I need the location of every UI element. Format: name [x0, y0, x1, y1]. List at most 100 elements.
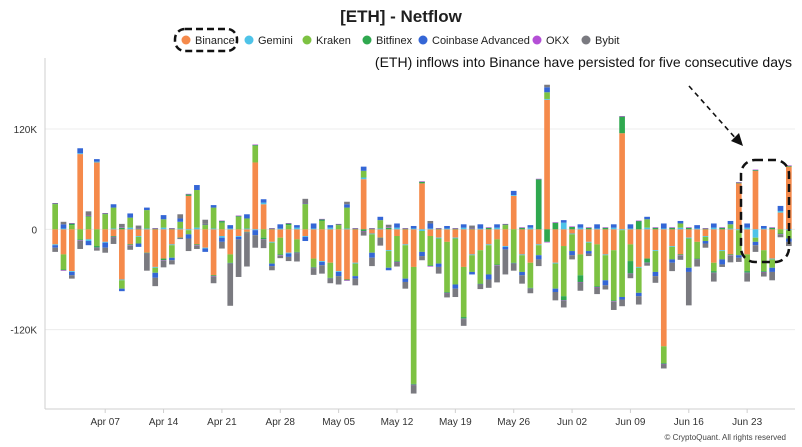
- bar-bybit: [544, 84, 550, 88]
- bar-coinbase-advanced: [402, 278, 409, 282]
- legend-marker-kraken[interactable]: [302, 35, 312, 45]
- bar-coinbase-advanced: [644, 216, 650, 220]
- bar-kraken: [385, 251, 392, 268]
- legend-label-gemini[interactable]: Gemini: [258, 35, 293, 47]
- legend-label-kraken[interactable]: Kraken: [316, 35, 351, 47]
- bar-bybit: [177, 214, 184, 219]
- bar-gemini: [377, 228, 384, 230]
- bar-okx: [477, 284, 484, 286]
- bar-bybit: [710, 273, 717, 282]
- bar-bitfinex: [735, 182, 742, 184]
- bar-okx: [177, 238, 184, 240]
- bar-coinbase-advanced: [285, 253, 292, 257]
- legend-label-okx[interactable]: OKX: [546, 35, 570, 47]
- bar-binance: [127, 229, 134, 245]
- bar-kraken: [169, 245, 175, 258]
- legend-marker-okx[interactable]: [532, 35, 542, 45]
- bar-kraken: [452, 238, 459, 285]
- bar-kraken: [102, 214, 109, 230]
- legend-label-bybit[interactable]: Bybit: [595, 35, 619, 47]
- y-tick-label: 120K: [14, 125, 38, 136]
- bar-kraken: [235, 216, 242, 230]
- bar-kraken: [344, 207, 350, 229]
- bar-kraken: [352, 263, 359, 277]
- bar-binance: [694, 229, 700, 242]
- legend-marker-gemini[interactable]: [244, 35, 254, 45]
- legend-marker-binance[interactable]: [181, 35, 191, 45]
- bar-kraken: [519, 255, 525, 272]
- bar-kraken: [786, 230, 792, 239]
- legend-label-bitfinex[interactable]: Bitfinex: [376, 35, 413, 47]
- bar-gemini: [594, 228, 600, 230]
- bar-coinbase-advanced: [369, 252, 375, 258]
- bar-bitfinex: [494, 264, 500, 266]
- bar-bitfinex: [319, 219, 325, 221]
- bar-bitfinex: [127, 244, 134, 246]
- annotation-arrow-head: [731, 133, 743, 146]
- legend-marker-coinbase-advanced[interactable]: [418, 35, 428, 45]
- bar-kraken: [69, 225, 75, 230]
- bar-gemini: [352, 262, 359, 264]
- bar-binance: [144, 229, 150, 253]
- bar-gemini: [702, 236, 709, 237]
- bar-bitfinex: [677, 254, 684, 256]
- bar-kraken: [410, 266, 417, 384]
- legend-marker-bitfinex[interactable]: [362, 35, 372, 45]
- bar-bybit: [152, 277, 159, 287]
- bar-gemini: [227, 228, 234, 230]
- bar-binance: [94, 162, 100, 230]
- bar-okx: [285, 223, 292, 224]
- bar-bitfinex: [377, 237, 384, 239]
- bar-gemini: [469, 254, 475, 256]
- bar-binance: [294, 229, 300, 240]
- bar-gemini: [660, 228, 667, 230]
- bar-binance: [60, 229, 67, 255]
- bar-binance: [160, 229, 167, 259]
- bar-bitfinex: [135, 228, 142, 230]
- legend-label-binance[interactable]: Binance: [195, 35, 235, 47]
- bar-gemini: [527, 227, 534, 230]
- legend-label-coinbase-advanced[interactable]: Coinbase Advanced: [432, 35, 530, 47]
- bar-coinbase-advanced: [360, 166, 367, 171]
- bar-bybit: [752, 245, 759, 252]
- bar-kraken: [94, 229, 100, 247]
- bar-gemini: [152, 266, 159, 268]
- bar-okx: [727, 255, 734, 256]
- bar-bitfinex: [727, 254, 734, 256]
- bar-binance: [777, 212, 784, 230]
- bar-bybit: [319, 265, 325, 274]
- bar-bitfinex: [685, 227, 692, 230]
- bar-bitfinex: [327, 277, 334, 279]
- bar-gemini: [277, 228, 284, 230]
- bar-bybit: [652, 276, 659, 283]
- bar-coinbase-advanced: [319, 261, 325, 266]
- bar-kraken: [294, 239, 300, 252]
- bar-kraken: [510, 229, 517, 263]
- bar-bybit: [485, 279, 492, 288]
- bar-bitfinex: [610, 300, 617, 302]
- bar-bybit: [727, 255, 734, 263]
- bar-coinbase-advanced: [177, 218, 184, 222]
- bar-gemini: [577, 227, 584, 230]
- bar-coinbase-advanced: [185, 234, 192, 239]
- bar-coinbase-advanced: [194, 185, 200, 191]
- bar-binance: [444, 229, 450, 242]
- bar-kraken: [194, 190, 200, 228]
- bar-gemini: [69, 271, 75, 272]
- bar-bybit: [52, 247, 58, 252]
- legend-marker-bybit[interactable]: [581, 35, 591, 45]
- bar-bitfinex: [152, 228, 159, 230]
- bar-bybit: [744, 273, 750, 282]
- bar-bybit: [410, 385, 417, 394]
- bar-binance: [227, 229, 234, 255]
- bar-coinbase-advanced: [385, 267, 392, 271]
- bar-okx: [419, 181, 425, 182]
- bar-binance: [535, 229, 542, 245]
- bar-okx: [360, 230, 367, 232]
- bar-bitfinex: [269, 228, 275, 230]
- bar-gemini: [685, 237, 692, 239]
- bar-binance: [235, 229, 242, 237]
- bar-coinbase-advanced: [669, 259, 675, 263]
- bar-coinbase-advanced: [752, 241, 759, 246]
- bar-binance: [760, 229, 767, 251]
